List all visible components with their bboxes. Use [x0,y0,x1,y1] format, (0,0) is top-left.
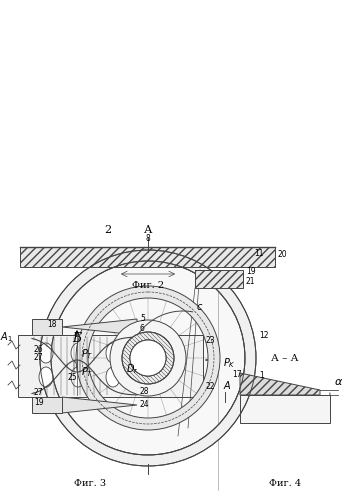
Bar [240,395,330,423]
Text: 19: 19 [246,267,256,276]
Text: 5: 5 [140,314,145,323]
Text: 2: 2 [104,225,112,235]
Text: Фиг. 4: Фиг. 4 [269,479,301,488]
Text: 28: 28 [140,387,150,396]
Text: 1: 1 [259,371,264,380]
Polygon shape [62,319,137,335]
Text: 24: 24 [140,400,150,409]
Text: с: с [197,302,202,312]
Text: 25: 25 [67,373,77,382]
Text: А: А [144,225,152,235]
Text: 6: 6 [140,324,145,333]
Text: 12: 12 [259,331,269,340]
Polygon shape [62,397,137,413]
Text: Фиг. 2: Фиг. 2 [132,281,164,290]
Text: А – А: А – А [271,354,299,363]
Ellipse shape [39,343,53,363]
Ellipse shape [106,367,120,387]
Text: 20: 20 [278,250,288,259]
Text: α: α [335,377,342,387]
Bar [195,270,243,288]
Text: $D_r$: $D_r$ [126,362,139,376]
Bar [20,247,275,267]
Wedge shape [122,332,174,384]
Text: $P_T$: $P_T$ [81,365,94,379]
Text: 11: 11 [254,249,263,258]
Text: 27: 27 [34,353,44,362]
Text: $P_T$: $P_T$ [81,347,94,361]
Circle shape [110,320,186,396]
Polygon shape [240,373,320,395]
Wedge shape [76,286,220,430]
Text: 17: 17 [232,370,241,379]
Text: Б: Б [72,332,82,345]
Text: 21: 21 [246,277,256,286]
Text: $A_1$: $A_1$ [0,330,13,344]
Ellipse shape [39,367,53,387]
Text: 22: 22 [206,382,215,391]
Circle shape [51,261,245,455]
Bar [20,247,275,267]
Text: 27: 27 [34,388,44,397]
Wedge shape [40,250,256,466]
Text: $P_K$: $P_K$ [223,356,236,370]
Ellipse shape [71,343,85,363]
Text: Фиг. 3: Фиг. 3 [74,479,106,488]
Text: 19: 19 [34,398,44,407]
Ellipse shape [141,343,155,363]
Circle shape [130,340,166,376]
Text: 23: 23 [206,336,216,345]
Text: 18: 18 [47,320,56,329]
Bar [195,270,243,288]
Text: 8: 8 [145,234,150,243]
Ellipse shape [141,367,155,387]
Ellipse shape [71,367,85,387]
Text: 26: 26 [34,345,44,354]
Bar [18,335,203,397]
Text: $A$: $A$ [223,379,232,391]
Bar [32,397,62,413]
Ellipse shape [106,343,120,363]
Bar [32,319,62,335]
